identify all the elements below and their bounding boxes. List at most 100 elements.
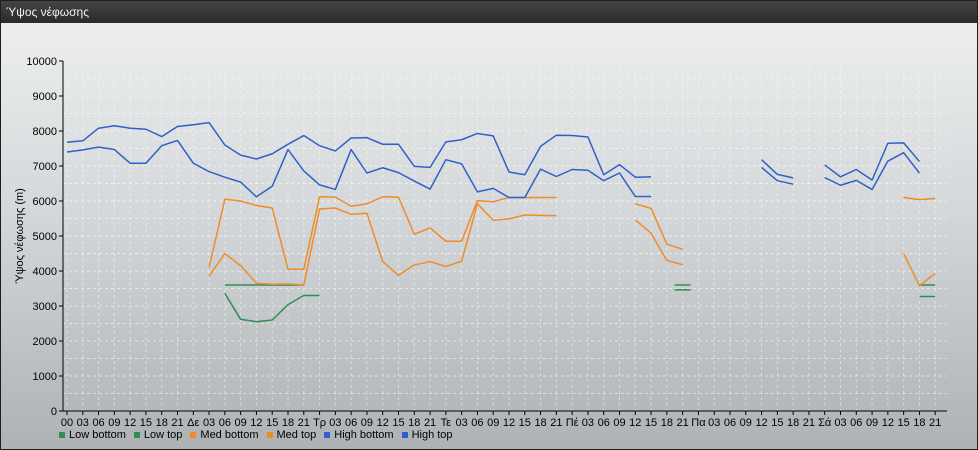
x-tick-label: 09: [866, 417, 878, 429]
x-tick-label: 18: [787, 417, 799, 429]
x-tick-label: 18: [282, 417, 294, 429]
y-tick-label: 9000: [33, 91, 57, 103]
y-tick-label: 6000: [33, 196, 57, 208]
x-tick-label: Πέ: [566, 417, 579, 429]
x-tick-label: 06: [471, 417, 483, 429]
x-tick-label: 21: [929, 417, 941, 429]
x-tick-label: 06: [598, 417, 610, 429]
x-tick-label: 12: [124, 417, 136, 429]
x-tick-label: 00: [61, 417, 73, 429]
y-tick-label: 1000: [33, 371, 57, 383]
legend-label: Med bottom: [200, 429, 259, 441]
y-tick-label: 7000: [33, 161, 57, 173]
med-bottom-line: [635, 203, 683, 251]
x-tick-label: 03: [77, 417, 89, 429]
x-tick-label: 12: [755, 417, 767, 429]
x-tick-label: 03: [708, 417, 720, 429]
legend-swatch: [59, 432, 65, 438]
legend-swatch: [133, 432, 140, 438]
x-tick-label: 06: [219, 417, 231, 429]
y-tick-label: 8000: [33, 126, 57, 138]
x-tick-label: 12: [377, 417, 389, 429]
x-tick-label: 18: [156, 417, 168, 429]
y-tick-label: 3000: [33, 301, 57, 313]
x-tick-label: 09: [361, 417, 373, 429]
x-tick-label: 06: [724, 417, 736, 429]
x-tick-label: 09: [487, 417, 499, 429]
x-tick-label: 15: [771, 417, 783, 429]
x-tick-label: 15: [140, 417, 152, 429]
y-tick-label: 10000: [26, 56, 57, 68]
legend-swatch: [401, 432, 408, 438]
y-tick-label: 2000: [33, 336, 57, 348]
y-tick-label: 5000: [33, 231, 57, 243]
cloud-height-chart: 0 1000 2000 3000 4000 5000 6000 7000 8000 9000 100…: [14, 56, 947, 429]
x-tick-label: 21: [424, 417, 436, 429]
x-tick-label: 12: [629, 417, 641, 429]
x-tick-label: Πα: [691, 417, 706, 429]
high-top-line: [824, 142, 920, 181]
x-tick-label: 09: [740, 417, 752, 429]
legend-item-med-top: Med top: [266, 429, 317, 441]
legend-swatch: [266, 432, 273, 438]
x-tick-label: 03: [329, 417, 341, 429]
high-top-line: [66, 121, 652, 178]
x-tick-label: 15: [645, 417, 657, 429]
x-tick-label: 12: [882, 417, 894, 429]
x-tick-label: 06: [850, 417, 862, 429]
legend: Low bottom Low top Med bottom Med top High b…: [59, 427, 461, 443]
med-bottom-line: [208, 196, 557, 270]
high-bottom-line: [824, 151, 921, 191]
y-tick-label: 0: [51, 406, 57, 418]
x-tick-label: 09: [108, 417, 120, 429]
med-top-line: [208, 203, 557, 286]
high-bottom-line: [761, 166, 794, 185]
legend-label: High bottom: [334, 429, 394, 441]
legend-label: Low bottom: [69, 429, 126, 441]
x-tick-label: 21: [171, 417, 183, 429]
y-tick-label: 4000: [33, 266, 57, 278]
x-tick-label: 09: [613, 417, 625, 429]
legend-item-low-top: Low top: [133, 429, 183, 441]
med-top-line: [634, 219, 683, 266]
x-tick-label: 18: [408, 417, 420, 429]
x-tick-label: Τρ: [313, 417, 326, 429]
legend-label: Low top: [143, 429, 183, 441]
x-tick-label: 03: [582, 417, 594, 429]
x-tick-label: 21: [803, 417, 815, 429]
x-tick-label: 12: [503, 417, 515, 429]
med-top-line: [902, 253, 936, 287]
legend-label: Med top: [276, 429, 317, 441]
legend-item-med-bottom: Med bottom: [190, 429, 259, 441]
x-tick-label: Τε: [441, 417, 452, 429]
legend-swatch: [324, 432, 331, 438]
y-axis-label: Ύψος νέφωσης (m): [14, 188, 26, 284]
x-tick-label: Σά: [818, 417, 832, 429]
legend-label: High top: [411, 429, 453, 441]
x-tick-label: 12: [250, 417, 262, 429]
x-tick-label: 15: [519, 417, 531, 429]
x-tick-label: 18: [661, 417, 673, 429]
x-tick-label: 18: [913, 417, 925, 429]
x-tick-label: 03: [456, 417, 468, 429]
x-tick-label: 06: [345, 417, 357, 429]
low-top-line: [224, 293, 320, 323]
legend-swatch: [190, 432, 197, 438]
legend-item-high-top: High top: [401, 429, 453, 441]
x-tick-label: 03: [203, 417, 215, 429]
plot-area: 0 1000 2000 3000 4000 5000 6000 7000 8000 9000 100…: [1, 23, 977, 449]
x-tick-label: 09: [235, 417, 247, 429]
high-bottom-line: [66, 139, 652, 199]
x-tick-label: 15: [266, 417, 278, 429]
x-tick-label: Δε: [187, 417, 199, 429]
high-top-line: [761, 159, 794, 179]
x-tick-label: 06: [92, 417, 104, 429]
x-tick-label: 03: [834, 417, 846, 429]
legend-item-high-bottom: High bottom: [324, 429, 394, 441]
x-tick-label: 18: [534, 417, 546, 429]
legend-item-low-bottom: Low bottom: [59, 429, 126, 441]
med-bottom-line: [903, 196, 936, 201]
x-tick-label: 21: [550, 417, 562, 429]
x-tick-label: 21: [298, 417, 310, 429]
